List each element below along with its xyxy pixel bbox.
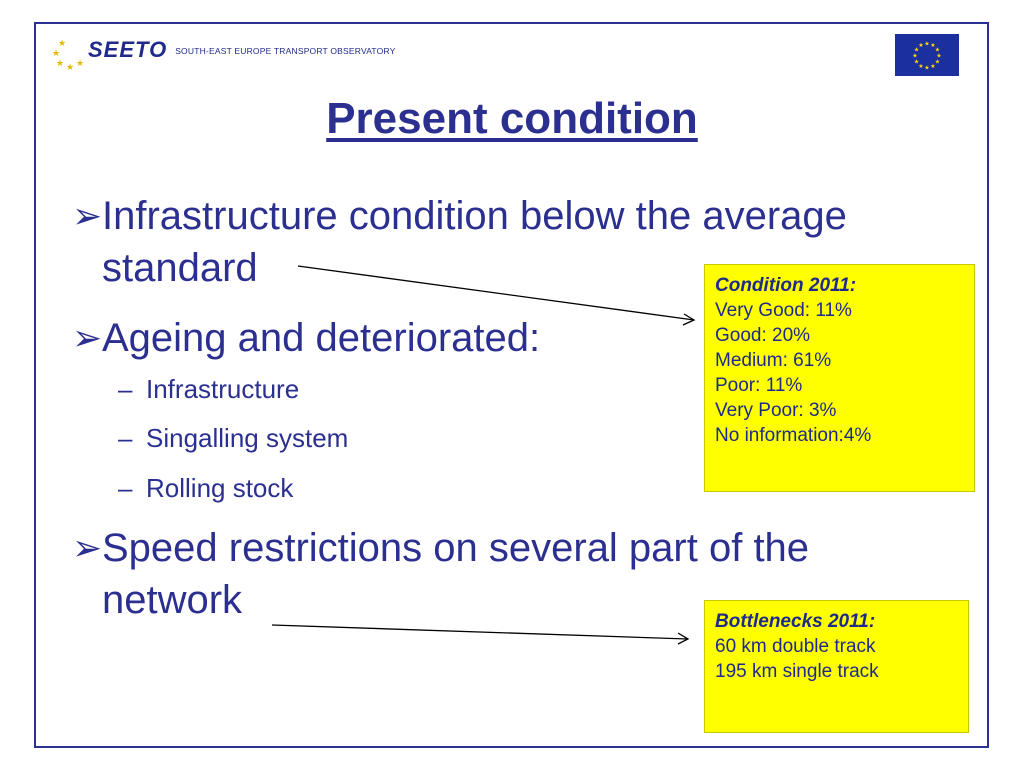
logo-subtitle: SOUTH-EAST EUROPE TRANSPORT OBSERVATORY <box>175 46 396 56</box>
bullet-line: Infrastructure condition below the avera… <box>102 194 847 238</box>
bullet-ageing: ➢ Ageing and deteriorated: <box>72 312 772 364</box>
eu-star-icon: ★ <box>935 47 940 54</box>
callout-line: Very Poor: 3% <box>715 400 837 421</box>
sub-item-text: Singalling system <box>146 423 349 453</box>
condition-callout: Condition 2011: Very Good: 11% Good: 20%… <box>704 264 975 492</box>
eu-star-icon: ★ <box>912 53 917 60</box>
bottlenecks-callout: Bottlenecks 2011: 60 km double track 195… <box>704 600 969 733</box>
bullet-line: Ageing and deteriorated: <box>102 316 541 360</box>
eu-star-icon: ★ <box>924 41 929 48</box>
callout-heading: Bottlenecks 2011: <box>715 611 876 632</box>
sub-item: – Infrastructure <box>118 372 299 406</box>
slide-title: Present condition <box>326 94 698 143</box>
sub-item: – Rolling stock <box>118 471 293 505</box>
dash-marker: – <box>118 473 133 503</box>
eu-star-icon: ★ <box>918 63 923 70</box>
eu-star-icon: ★ <box>924 65 929 72</box>
sub-item-text: Rolling stock <box>146 473 294 503</box>
eu-star-icon: ★ <box>914 59 919 66</box>
callout-line: Very Good: 11% <box>715 300 852 321</box>
eu-star-icon: ★ <box>935 59 940 66</box>
dash-marker: – <box>118 423 133 453</box>
eu-star-icon: ★ <box>930 42 935 49</box>
callout-line: 60 km double track <box>715 636 876 657</box>
eu-star-icon: ★ <box>936 53 941 60</box>
eu-star-icon: ★ <box>930 63 935 70</box>
arrowhead-bullet-icon: ➢ <box>72 527 103 568</box>
callout-line: Medium: 61% <box>715 350 832 371</box>
logo-wordmark: SEETO <box>88 37 168 62</box>
seeto-logo: ★ ★ ★ ★ ★ SEETO SOUTH-EAST EUROPE TRANSP… <box>52 34 396 74</box>
bullet-line: Speed restrictions on several part of th… <box>102 526 810 570</box>
sub-item: – Singalling system <box>118 421 348 455</box>
bullet-infrastructure-condition: ➢ Infrastructure condition below the ave… <box>72 190 972 294</box>
eu-star-icon: ★ <box>914 47 919 54</box>
sub-item-text: Infrastructure <box>146 374 300 404</box>
callout-line: No information:4% <box>715 425 872 446</box>
callout-line: Poor: 11% <box>715 375 803 396</box>
callout-heading: Condition 2011: <box>715 275 857 296</box>
eu-flag-icon: ★ ★ ★ ★ ★ ★ ★ ★ ★ ★ ★ ★ <box>895 34 959 76</box>
stars-logo-icon: ★ ★ ★ ★ ★ <box>52 38 85 72</box>
bullet-line: network <box>102 578 243 622</box>
callout-line: Good: 20% <box>715 325 811 346</box>
arrowhead-bullet-icon: ➢ <box>72 195 103 236</box>
eu-star-icon: ★ <box>918 42 923 49</box>
arrowhead-bullet-icon: ➢ <box>72 317 103 358</box>
dash-marker: – <box>118 374 133 404</box>
slide-frame <box>34 22 989 748</box>
bullet-line: standard <box>102 246 258 290</box>
bullet-speed-restrictions: ➢ Speed restrictions on several part of … <box>72 522 972 626</box>
callout-line: 195 km single track <box>715 661 879 682</box>
